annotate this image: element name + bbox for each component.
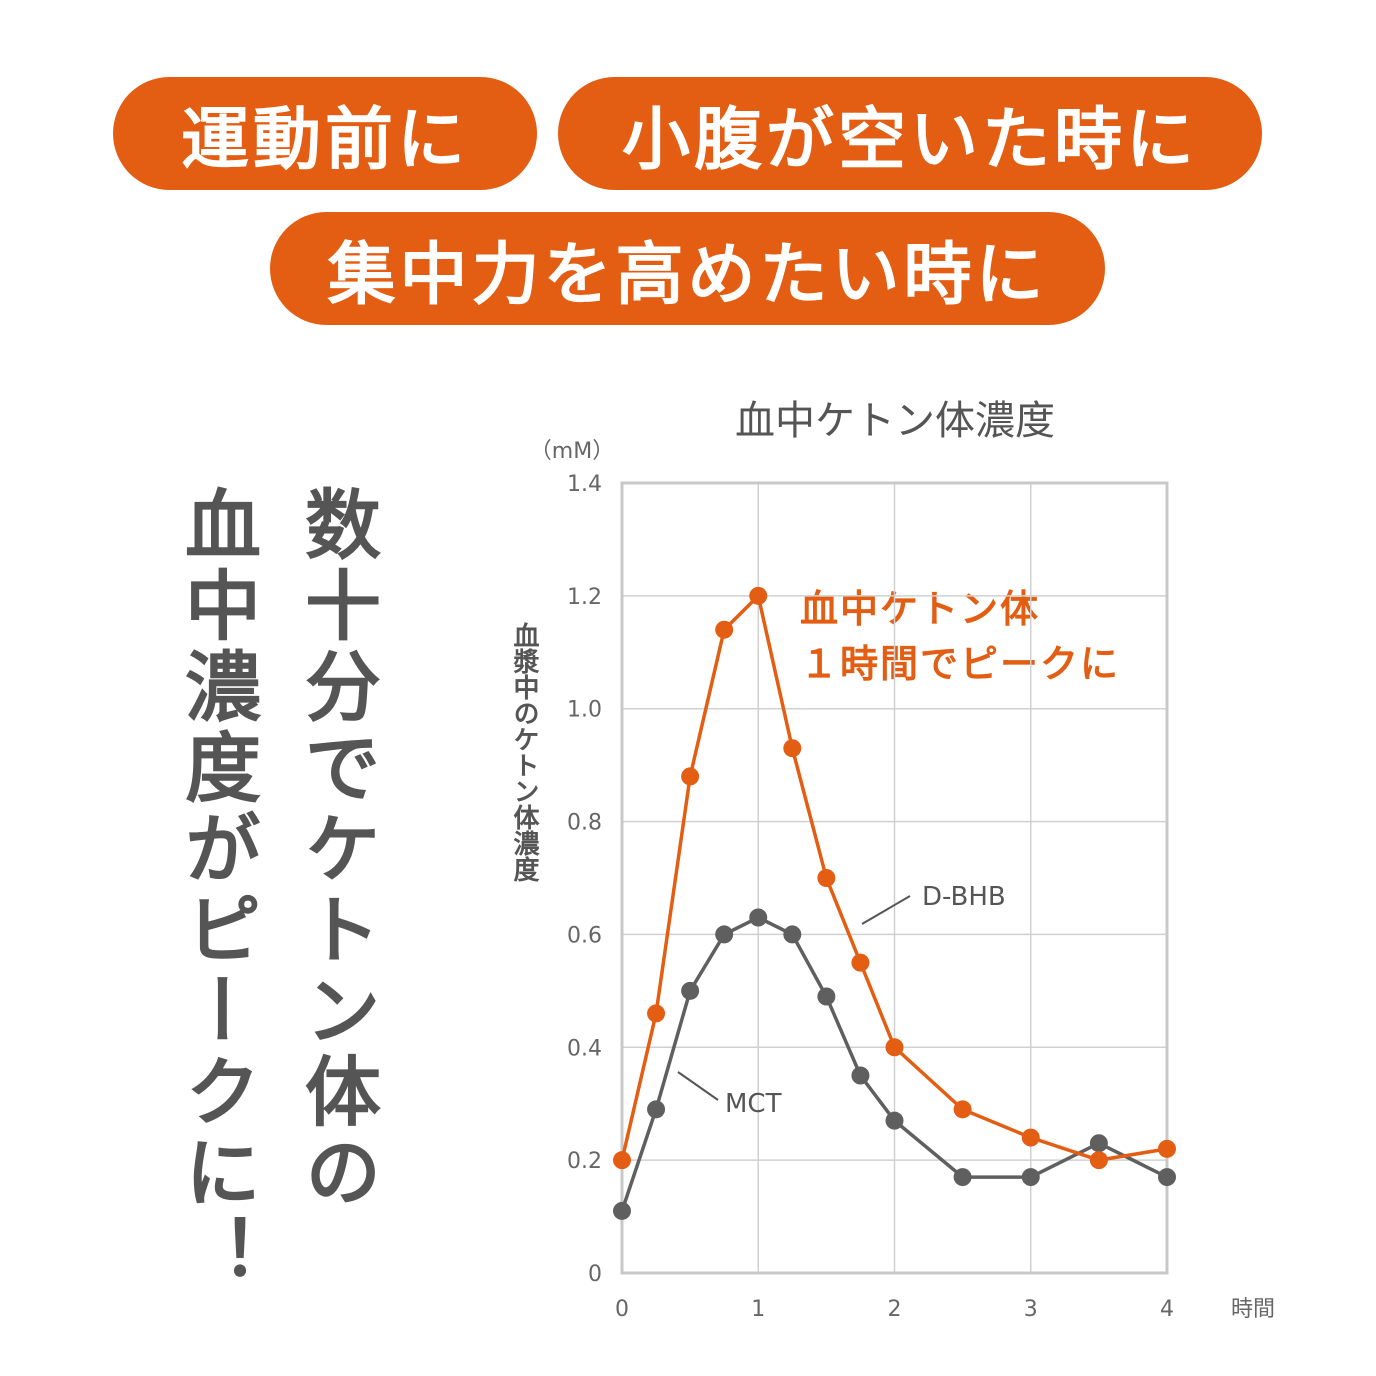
x-tick-label: 0 — [615, 1297, 629, 1322]
y-tick-label: 0.8 — [567, 811, 602, 836]
data-point-d-bhb — [783, 739, 802, 758]
data-point-mct — [749, 908, 768, 927]
headline-col2: 血中濃度がピークに！ — [172, 485, 261, 1295]
data-point-mct — [647, 1100, 666, 1119]
series-label-d-bhb: D-BHB — [922, 882, 1006, 912]
data-point-d-bhb — [1158, 1139, 1176, 1158]
data-point-mct — [817, 987, 836, 1006]
chart-title: 血中ケトン体濃度 — [735, 398, 1055, 444]
data-point-mct — [681, 981, 700, 1000]
leader-line-d-bhb — [861, 895, 911, 925]
data-point-mct — [851, 1066, 870, 1085]
x-axis-label: 時間 — [1231, 1297, 1275, 1322]
y-unit-label: （mM） — [530, 439, 614, 464]
y-tick-label: 1.0 — [567, 698, 602, 723]
data-point-mct — [1158, 1168, 1176, 1187]
y-tick-label: 0.6 — [567, 923, 602, 948]
data-point-d-bhb — [613, 1151, 631, 1170]
data-point-mct — [885, 1111, 904, 1130]
data-point-d-bhb — [817, 869, 836, 887]
badge-before-exercise: 運動前に — [113, 77, 537, 190]
y-tick-label: 1.2 — [567, 585, 602, 610]
x-tick-label: 2 — [888, 1297, 902, 1322]
y-axis-label: 血漿中のケトン体濃度 — [509, 622, 539, 882]
x-tick-label: 1 — [751, 1297, 765, 1322]
annotation-line1: 血中ケトン体 — [800, 587, 1041, 631]
data-point-d-bhb — [953, 1100, 972, 1119]
data-point-d-bhb — [851, 953, 870, 972]
data-point-d-bhb — [647, 1004, 666, 1023]
y-tick-label: 0.2 — [567, 1149, 602, 1174]
data-point-mct — [783, 925, 802, 944]
badge-when-hungry: 小腹が空いた時に — [558, 77, 1262, 190]
annotation-line2: １時間でピークに — [800, 642, 1121, 686]
data-point-mct — [1089, 1134, 1108, 1153]
y-tick-label: 1.4 — [567, 472, 602, 497]
y-tick-label: 0.4 — [567, 1036, 602, 1061]
data-point-d-bhb — [715, 620, 734, 639]
series-label-mct: MCT — [725, 1089, 782, 1119]
data-point-d-bhb — [749, 586, 768, 605]
badge-focus: 集中力を高めたい時に — [270, 212, 1105, 325]
x-tick-label: 3 — [1024, 1297, 1038, 1322]
data-point-mct — [613, 1201, 631, 1220]
data-point-mct — [1021, 1168, 1040, 1187]
x-tick-label: 4 — [1160, 1297, 1174, 1322]
headline-col1: 数十分でケトン体の — [292, 485, 381, 1214]
data-point-d-bhb — [681, 767, 700, 786]
data-point-d-bhb — [1021, 1128, 1040, 1147]
leader-line-mct — [677, 1071, 719, 1101]
data-point-d-bhb — [1089, 1151, 1108, 1170]
data-point-mct — [953, 1168, 972, 1187]
y-tick-label: 0 — [588, 1262, 602, 1287]
data-point-mct — [715, 925, 734, 944]
plot-frame — [620, 481, 1169, 1275]
data-point-d-bhb — [885, 1038, 904, 1057]
